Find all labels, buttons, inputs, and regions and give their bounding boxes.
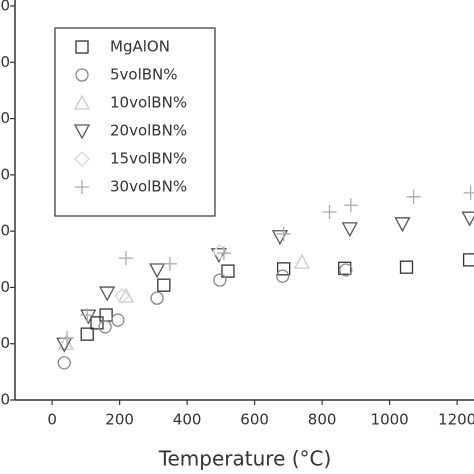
marker-circle [98, 320, 112, 334]
marker-triangle [99, 286, 116, 302]
legend-label: 5volBN% [110, 66, 178, 84]
marker-square [338, 261, 352, 275]
marker-plus [276, 226, 291, 241]
x-axis-label: Temperature (°C) [158, 447, 332, 471]
y-tick-label: 30 [0, 222, 10, 240]
marker-square [157, 278, 171, 292]
marker-square [462, 253, 474, 267]
marker-circle [339, 263, 353, 277]
legend-marker [75, 68, 89, 82]
marker-square [90, 316, 104, 330]
marker-triangle [293, 253, 310, 269]
y-tick-label: 10 [0, 334, 10, 352]
legend-marker [73, 124, 91, 140]
y-tick-label: 50 [0, 109, 10, 127]
x-tick-label: 800 [308, 411, 337, 429]
marker-triangle [271, 230, 289, 246]
marker-triangle [394, 217, 411, 233]
marker-plus [406, 189, 421, 204]
marker-square [80, 327, 94, 341]
legend-label: MgAlON [110, 38, 170, 56]
y-tick-label: 70 [0, 0, 10, 15]
marker-triangle [117, 287, 135, 303]
legend-marker [75, 180, 89, 194]
marker-square [276, 262, 291, 276]
marker-circle [150, 291, 164, 305]
marker-circle [213, 273, 227, 287]
y-tick-label: 40 [0, 165, 10, 183]
marker-plus [216, 246, 231, 261]
marker-square [221, 264, 235, 278]
marker-plus [59, 331, 74, 346]
legend-label: 10volBN% [110, 94, 187, 112]
marker-square [99, 308, 113, 322]
x-tick-label: 1000 [371, 411, 409, 429]
marker-circle [275, 269, 290, 283]
marker-plus [80, 308, 95, 323]
x-tick-label: 200 [105, 411, 134, 429]
legend-box [54, 27, 216, 217]
y-tick-label: 20 [0, 278, 10, 296]
y-tick-label: 60 [0, 53, 10, 71]
marker-plus [162, 256, 177, 271]
legend-label: 30volBN% [110, 178, 187, 196]
x-tick-label: 400 [173, 411, 202, 429]
marker-square [399, 260, 414, 274]
legend-label: 15volBN% [110, 150, 187, 168]
marker-plus [343, 198, 358, 213]
legend-marker [75, 40, 89, 54]
marker-circle [111, 313, 125, 327]
marker-triangle [80, 309, 97, 325]
marker-circle [57, 356, 71, 370]
marker-plus [322, 205, 337, 220]
legend-label: 20volBN% [110, 122, 187, 140]
x-tick-label: 600 [240, 411, 269, 429]
marker-triangle [341, 222, 358, 238]
marker-plus [119, 251, 134, 266]
marker-plus [463, 185, 474, 200]
marker-triangle [148, 263, 166, 279]
x-tick-label: 0 [47, 411, 57, 429]
x-tick-label: 1200 [438, 411, 474, 429]
marker-triangle [461, 211, 474, 227]
marker-diamond [114, 287, 130, 304]
y-tick-label: 0 [0, 391, 10, 409]
legend-marker [74, 151, 90, 167]
legend-marker [73, 94, 91, 110]
